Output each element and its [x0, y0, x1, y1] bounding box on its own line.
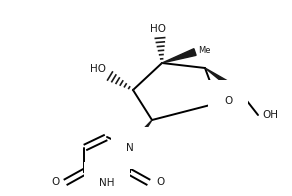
Polygon shape [205, 68, 242, 95]
Text: NH: NH [99, 178, 115, 188]
Polygon shape [127, 120, 152, 150]
Text: O: O [52, 177, 60, 187]
Text: O: O [156, 177, 164, 187]
Text: N: N [126, 143, 134, 153]
Text: HO: HO [150, 24, 166, 34]
Text: OH: OH [262, 110, 278, 120]
Text: Me: Me [198, 45, 211, 54]
Text: HO: HO [90, 64, 106, 74]
Polygon shape [162, 49, 196, 63]
Text: O: O [224, 96, 232, 106]
